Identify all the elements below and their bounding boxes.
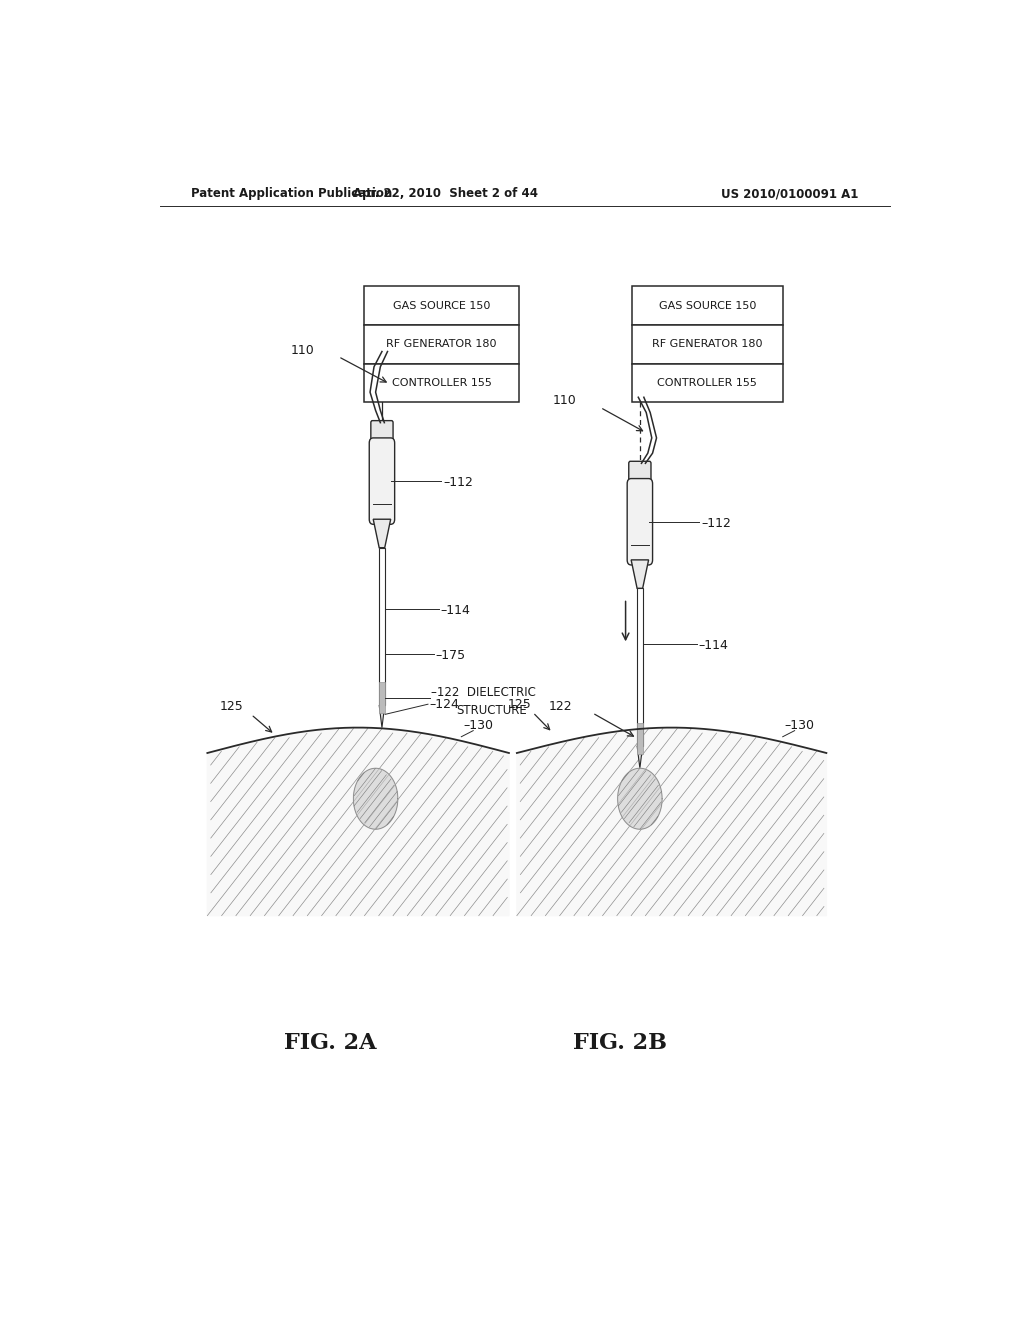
Polygon shape xyxy=(617,768,663,829)
Text: 125: 125 xyxy=(219,701,243,713)
Text: –112: –112 xyxy=(443,477,473,490)
Text: 125: 125 xyxy=(507,698,531,711)
Bar xyxy=(637,723,643,754)
Polygon shape xyxy=(353,768,397,829)
FancyBboxPatch shape xyxy=(632,325,782,364)
Text: FIG. 2B: FIG. 2B xyxy=(573,1032,667,1053)
FancyBboxPatch shape xyxy=(365,286,519,325)
Text: GAS SOURCE 150: GAS SOURCE 150 xyxy=(658,301,756,310)
Text: –175: –175 xyxy=(435,649,465,661)
Text: –130: –130 xyxy=(784,718,814,731)
Text: Apr. 22, 2010  Sheet 2 of 44: Apr. 22, 2010 Sheet 2 of 44 xyxy=(353,187,538,201)
FancyBboxPatch shape xyxy=(365,325,519,364)
Bar xyxy=(379,548,385,705)
Polygon shape xyxy=(631,560,648,589)
FancyBboxPatch shape xyxy=(370,438,394,524)
Polygon shape xyxy=(637,746,643,768)
Text: 122: 122 xyxy=(549,700,572,713)
Bar xyxy=(379,682,385,713)
Polygon shape xyxy=(373,519,391,548)
Text: –122  DIELECTRIC: –122 DIELECTRIC xyxy=(431,685,536,698)
Text: –124: –124 xyxy=(430,698,460,711)
Text: 110: 110 xyxy=(291,343,314,356)
Text: –130: –130 xyxy=(463,718,493,731)
Polygon shape xyxy=(379,705,385,727)
FancyBboxPatch shape xyxy=(629,461,651,486)
Polygon shape xyxy=(207,727,509,916)
Text: CONTROLLER 155: CONTROLLER 155 xyxy=(657,378,758,388)
FancyBboxPatch shape xyxy=(371,421,393,445)
Text: –112: –112 xyxy=(701,517,731,529)
Text: –114: –114 xyxy=(698,639,728,652)
Polygon shape xyxy=(517,727,826,916)
Text: FIG. 2A: FIG. 2A xyxy=(284,1032,377,1053)
FancyBboxPatch shape xyxy=(627,479,652,565)
Text: STRUCTURE: STRUCTURE xyxy=(457,704,527,717)
Bar xyxy=(637,589,643,746)
Text: –114: –114 xyxy=(440,603,471,616)
Text: RF GENERATOR 180: RF GENERATOR 180 xyxy=(652,339,763,350)
Text: GAS SOURCE 150: GAS SOURCE 150 xyxy=(393,301,490,310)
FancyBboxPatch shape xyxy=(632,286,782,325)
Text: US 2010/0100091 A1: US 2010/0100091 A1 xyxy=(721,187,858,201)
Text: CONTROLLER 155: CONTROLLER 155 xyxy=(391,378,492,388)
FancyBboxPatch shape xyxy=(365,364,519,403)
Text: Patent Application Publication: Patent Application Publication xyxy=(191,187,393,201)
FancyBboxPatch shape xyxy=(632,364,782,403)
Text: RF GENERATOR 180: RF GENERATOR 180 xyxy=(386,339,497,350)
Text: 110: 110 xyxy=(553,395,577,408)
